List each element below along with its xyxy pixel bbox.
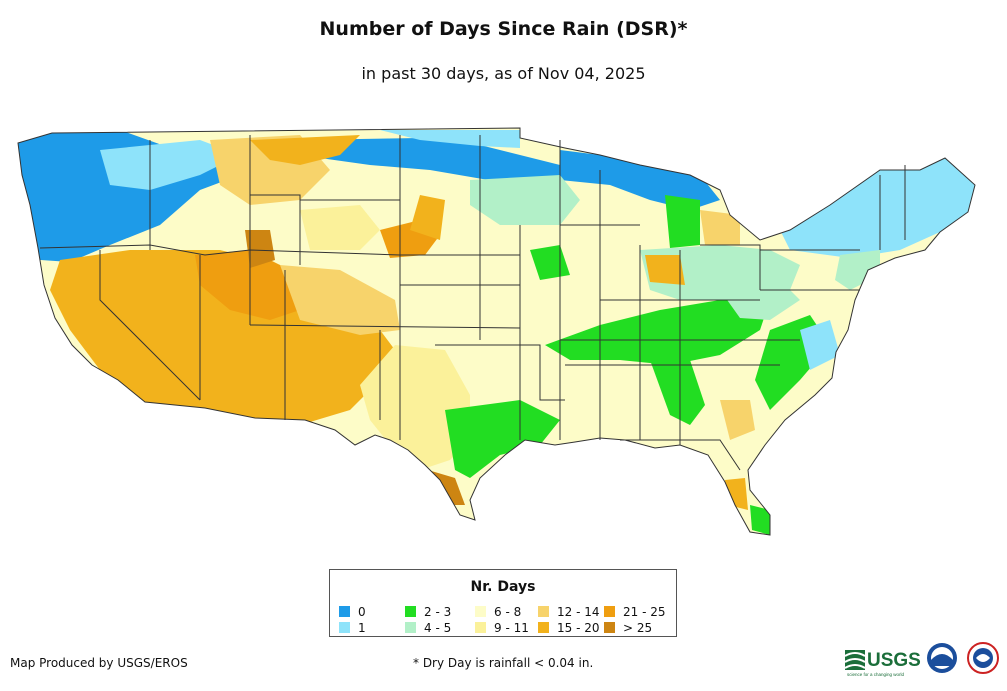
legend-item-8: 21 - 25 <box>604 605 666 619</box>
usgs-wordmark: USGS <box>867 650 921 671</box>
region-1-idaho <box>100 140 240 190</box>
region-1-northeast <box>780 150 975 258</box>
usgs-logo: USGS science for a changing world <box>844 650 921 677</box>
legend-item-5: 9 - 11 <box>475 621 529 635</box>
region-12-14-georgia <box>720 400 755 440</box>
region-2-3-tennessee <box>545 300 770 365</box>
region-4-5-minnesota <box>470 175 580 225</box>
region-2-3-south-florida <box>750 505 770 535</box>
border-latitude-2 <box>249 324 521 329</box>
legend-item-4: 6 - 8 <box>475 605 521 619</box>
region-1-north-dakota <box>380 130 520 148</box>
dsr-color-regions <box>18 128 975 535</box>
map-credit: Map Produced by USGS/EROS <box>10 656 188 670</box>
border-arkansas <box>520 344 565 401</box>
legend-label-1: 1 <box>358 621 366 635</box>
legend-swatch-2 <box>405 606 416 617</box>
us-outline <box>17 127 976 536</box>
border-latitude-1 <box>39 244 520 256</box>
legend-item-9: > 25 <box>604 621 652 635</box>
legend-swatch-9 <box>604 622 615 633</box>
region-15-20-indiana <box>645 255 685 285</box>
nws-logo-icon <box>967 642 999 674</box>
region-0-northern-plains <box>300 138 560 182</box>
usgs-wave-lines <box>844 652 866 669</box>
region-2-3-east-texas <box>445 400 560 478</box>
legend-swatch-5 <box>475 622 486 633</box>
legend-item-3: 4 - 5 <box>405 621 451 635</box>
region-9-11-wyoming <box>300 205 380 250</box>
legend-label-3: 4 - 5 <box>424 621 452 635</box>
us-dsr-map <box>17 127 976 536</box>
region-25plus-colorado <box>245 230 275 268</box>
region-2-3-alabama <box>650 360 705 425</box>
region-15-20-florida <box>725 478 748 510</box>
legend-swatch-3 <box>405 622 416 633</box>
legend-item-7: 15 - 20 <box>538 621 600 635</box>
region-1-nc-coast <box>800 320 840 370</box>
legend-item-0: 0 <box>339 605 366 619</box>
map-subtitle: in past 30 days, as of Nov 04, 2025 <box>361 64 646 83</box>
legend-item-1: 1 <box>339 621 366 635</box>
region-12-14-rockies <box>280 265 400 335</box>
region-4-5-pennsylvania <box>835 250 880 290</box>
border-gulf-states <box>620 439 741 471</box>
border-california <box>99 250 201 401</box>
legend-title: Nr. Days <box>470 579 536 595</box>
legend-swatch-8 <box>604 606 615 617</box>
border-wyoming <box>250 194 301 265</box>
region-15-20-dakota <box>410 195 445 240</box>
legend-swatch-4 <box>475 606 486 617</box>
dry-day-note: * Dry Day is rainfall < 0.04 in. <box>413 656 594 670</box>
legend-label-5: 9 - 11 <box>494 621 529 635</box>
region-21-25-utah <box>195 250 300 320</box>
legend-label-7: 15 - 20 <box>557 621 600 635</box>
map-title: Number of Days Since Rain (DSR)* <box>319 18 688 40</box>
legend-item-2: 2 - 3 <box>405 605 451 619</box>
state-borders <box>17 127 976 536</box>
legend-label-0: 0 <box>358 605 366 619</box>
region-15-20-montana <box>250 135 360 165</box>
legend-label-2: 2 - 3 <box>424 605 452 619</box>
usgs-tagline: science for a changing world <box>847 672 905 677</box>
legend-label-4: 6 - 8 <box>494 605 522 619</box>
legend-swatch-0 <box>339 606 350 617</box>
legend-swatch-1 <box>339 622 350 633</box>
legend-box: Nr. Days 0 1 2 - 3 4 - 5 6 - 8 9 - 11 12… <box>329 569 677 637</box>
region-12-14-michigan <box>700 210 740 245</box>
agency-logos: USGS science for a changing world <box>844 642 999 677</box>
noaa-logo-icon <box>927 643 957 673</box>
legend-item-6: 12 - 14 <box>538 605 600 619</box>
legend-label-8: 21 - 25 <box>623 605 666 619</box>
border-ohio <box>700 244 761 290</box>
region-0-upper-michigan <box>560 150 720 210</box>
legend-label-6: 12 - 14 <box>557 605 600 619</box>
legend-label-9: > 25 <box>623 621 653 635</box>
region-2-3-michigan <box>665 195 700 248</box>
legend-swatch-6 <box>538 606 549 617</box>
legend-swatch-7 <box>538 622 549 633</box>
